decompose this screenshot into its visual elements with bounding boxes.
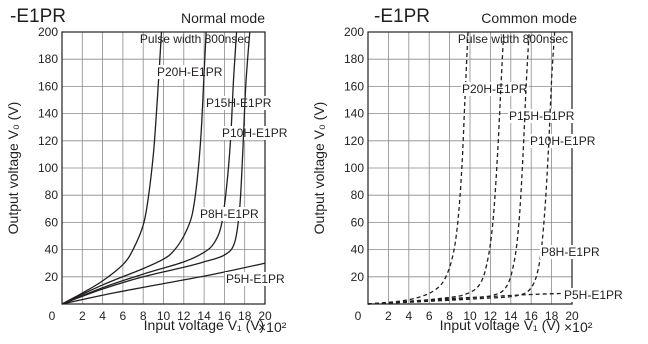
series-label-bg [529, 134, 597, 148]
y-tick-label: 120 [344, 134, 364, 148]
series-label: P10H-E1PR [530, 134, 596, 148]
x-tick-label: 12 [484, 309, 498, 323]
y-axis-label: Output voltage V₀ (V) [311, 102, 327, 235]
x-tick-label: 16 [525, 309, 539, 323]
series-line-p8h-e1pr [367, 31, 556, 305]
x-tick-label: 12 [177, 309, 191, 323]
x-axis-label: Input voltage V₁ (V) [144, 317, 265, 333]
y-tick-label: 120 [38, 134, 58, 148]
y-tick-label: 180 [344, 52, 364, 66]
series-line-p8h-e1pr [61, 31, 251, 305]
x-tick-label: 0 [355, 309, 362, 323]
series-line-p15h-e1pr [61, 31, 207, 305]
y-tick-label: 200 [38, 25, 58, 39]
y-tick-label: 200 [344, 25, 364, 39]
series-line-p5h-e1pr [61, 262, 266, 305]
chart-subtitle: Common mode [481, 10, 577, 26]
x-tick-label: 6 [120, 309, 127, 323]
x-tick-label: 20 [565, 309, 579, 323]
x-tick-label: 6 [426, 309, 433, 323]
x-multiplier-label: ×10² [564, 319, 593, 335]
y-tick-label: 100 [344, 161, 364, 175]
pulse-width-annotation: Pulse width 800nsec [140, 32, 250, 46]
y-tick-label: 20 [45, 270, 59, 284]
series-line-p10h-e1pr [61, 31, 238, 305]
series-label-bg [225, 272, 287, 286]
series-label-bg [540, 245, 602, 259]
x-tick-label: 2 [79, 309, 86, 323]
y-tick-label: 40 [45, 243, 59, 257]
series-label: P15H-E1PR [509, 109, 575, 123]
y-tick-label: 100 [38, 161, 58, 175]
chart-title: -E1PR [10, 6, 66, 27]
y-tick-label: 80 [351, 188, 365, 202]
series-label-bg [156, 65, 224, 79]
x-tick-label: 0 [49, 309, 56, 323]
plot-frame [367, 31, 573, 305]
chart-title: -E1PR [374, 6, 430, 27]
series-label: P5H-E1PR [564, 288, 623, 302]
plot-frame [61, 31, 266, 305]
x-tick-label: 8 [446, 309, 453, 323]
y-tick-label: 60 [45, 215, 59, 229]
x-tick-label: 10 [463, 309, 477, 323]
x-axis-label: Input voltage V₁ (V) [440, 317, 561, 333]
series-label-bg [461, 82, 529, 96]
x-tick-label: 16 [218, 309, 232, 323]
series-label: P8H-E1PR [541, 245, 600, 259]
y-tick-label: 80 [45, 188, 59, 202]
y-tick-label: 60 [351, 215, 365, 229]
x-tick-label: 18 [238, 309, 252, 323]
series-line-p20h-e1pr [61, 31, 163, 305]
chart-subtitle: Normal mode [181, 10, 265, 26]
series-label: P20H-E1PR [462, 82, 528, 96]
x-tick-label: 20 [258, 309, 272, 323]
series-label: P8H-E1PR [200, 207, 259, 221]
y-tick-label: 160 [38, 79, 58, 93]
series-label: P5H-E1PR [226, 272, 285, 286]
chart-panel-1: 0 2 4 6 8 10 12 14 16 18 20 20 40 60 80 100 120 140 160 180… [5, 6, 289, 335]
pulse-width-annotation: Pulse width 800nsec [458, 32, 568, 46]
y-tick-label: 40 [351, 243, 365, 257]
x-tick-label: 8 [140, 309, 147, 323]
series-label: P10H-E1PR [222, 126, 288, 140]
x-tick-label: 10 [157, 309, 171, 323]
x-tick-label: 4 [99, 309, 106, 323]
y-tick-label: 180 [38, 52, 58, 66]
y-tick-label: 20 [351, 270, 365, 284]
y-tick-label: 140 [38, 107, 58, 121]
x-multiplier-label: ×10² [258, 319, 287, 335]
series-label: P20H-E1PR [157, 65, 223, 79]
x-tick-label: 18 [545, 309, 559, 323]
series-line-p20h-e1pr [367, 31, 469, 305]
series-label: P15H-E1PR [206, 96, 272, 110]
x-tick-label: 14 [197, 309, 211, 323]
series-label-bg [199, 207, 261, 221]
y-tick-label: 140 [344, 107, 364, 121]
chart-panel-2: 0 2 4 6 8 10 12 14 16 18 20 20 40 60 80 100 120 140 160 180… [311, 6, 625, 335]
series-label-bg [205, 96, 273, 110]
series-line-p5h-e1pr [367, 292, 573, 305]
x-tick-label: 14 [504, 309, 518, 323]
x-tick-label: 2 [385, 309, 392, 323]
series-label-bg [221, 126, 289, 140]
y-tick-label: 160 [344, 79, 364, 93]
series-label-bg [563, 288, 625, 302]
y-axis-label: Output voltage V₀ (V) [5, 102, 21, 235]
series-line-p10h-e1pr [367, 31, 530, 305]
x-tick-label: 4 [405, 309, 412, 323]
